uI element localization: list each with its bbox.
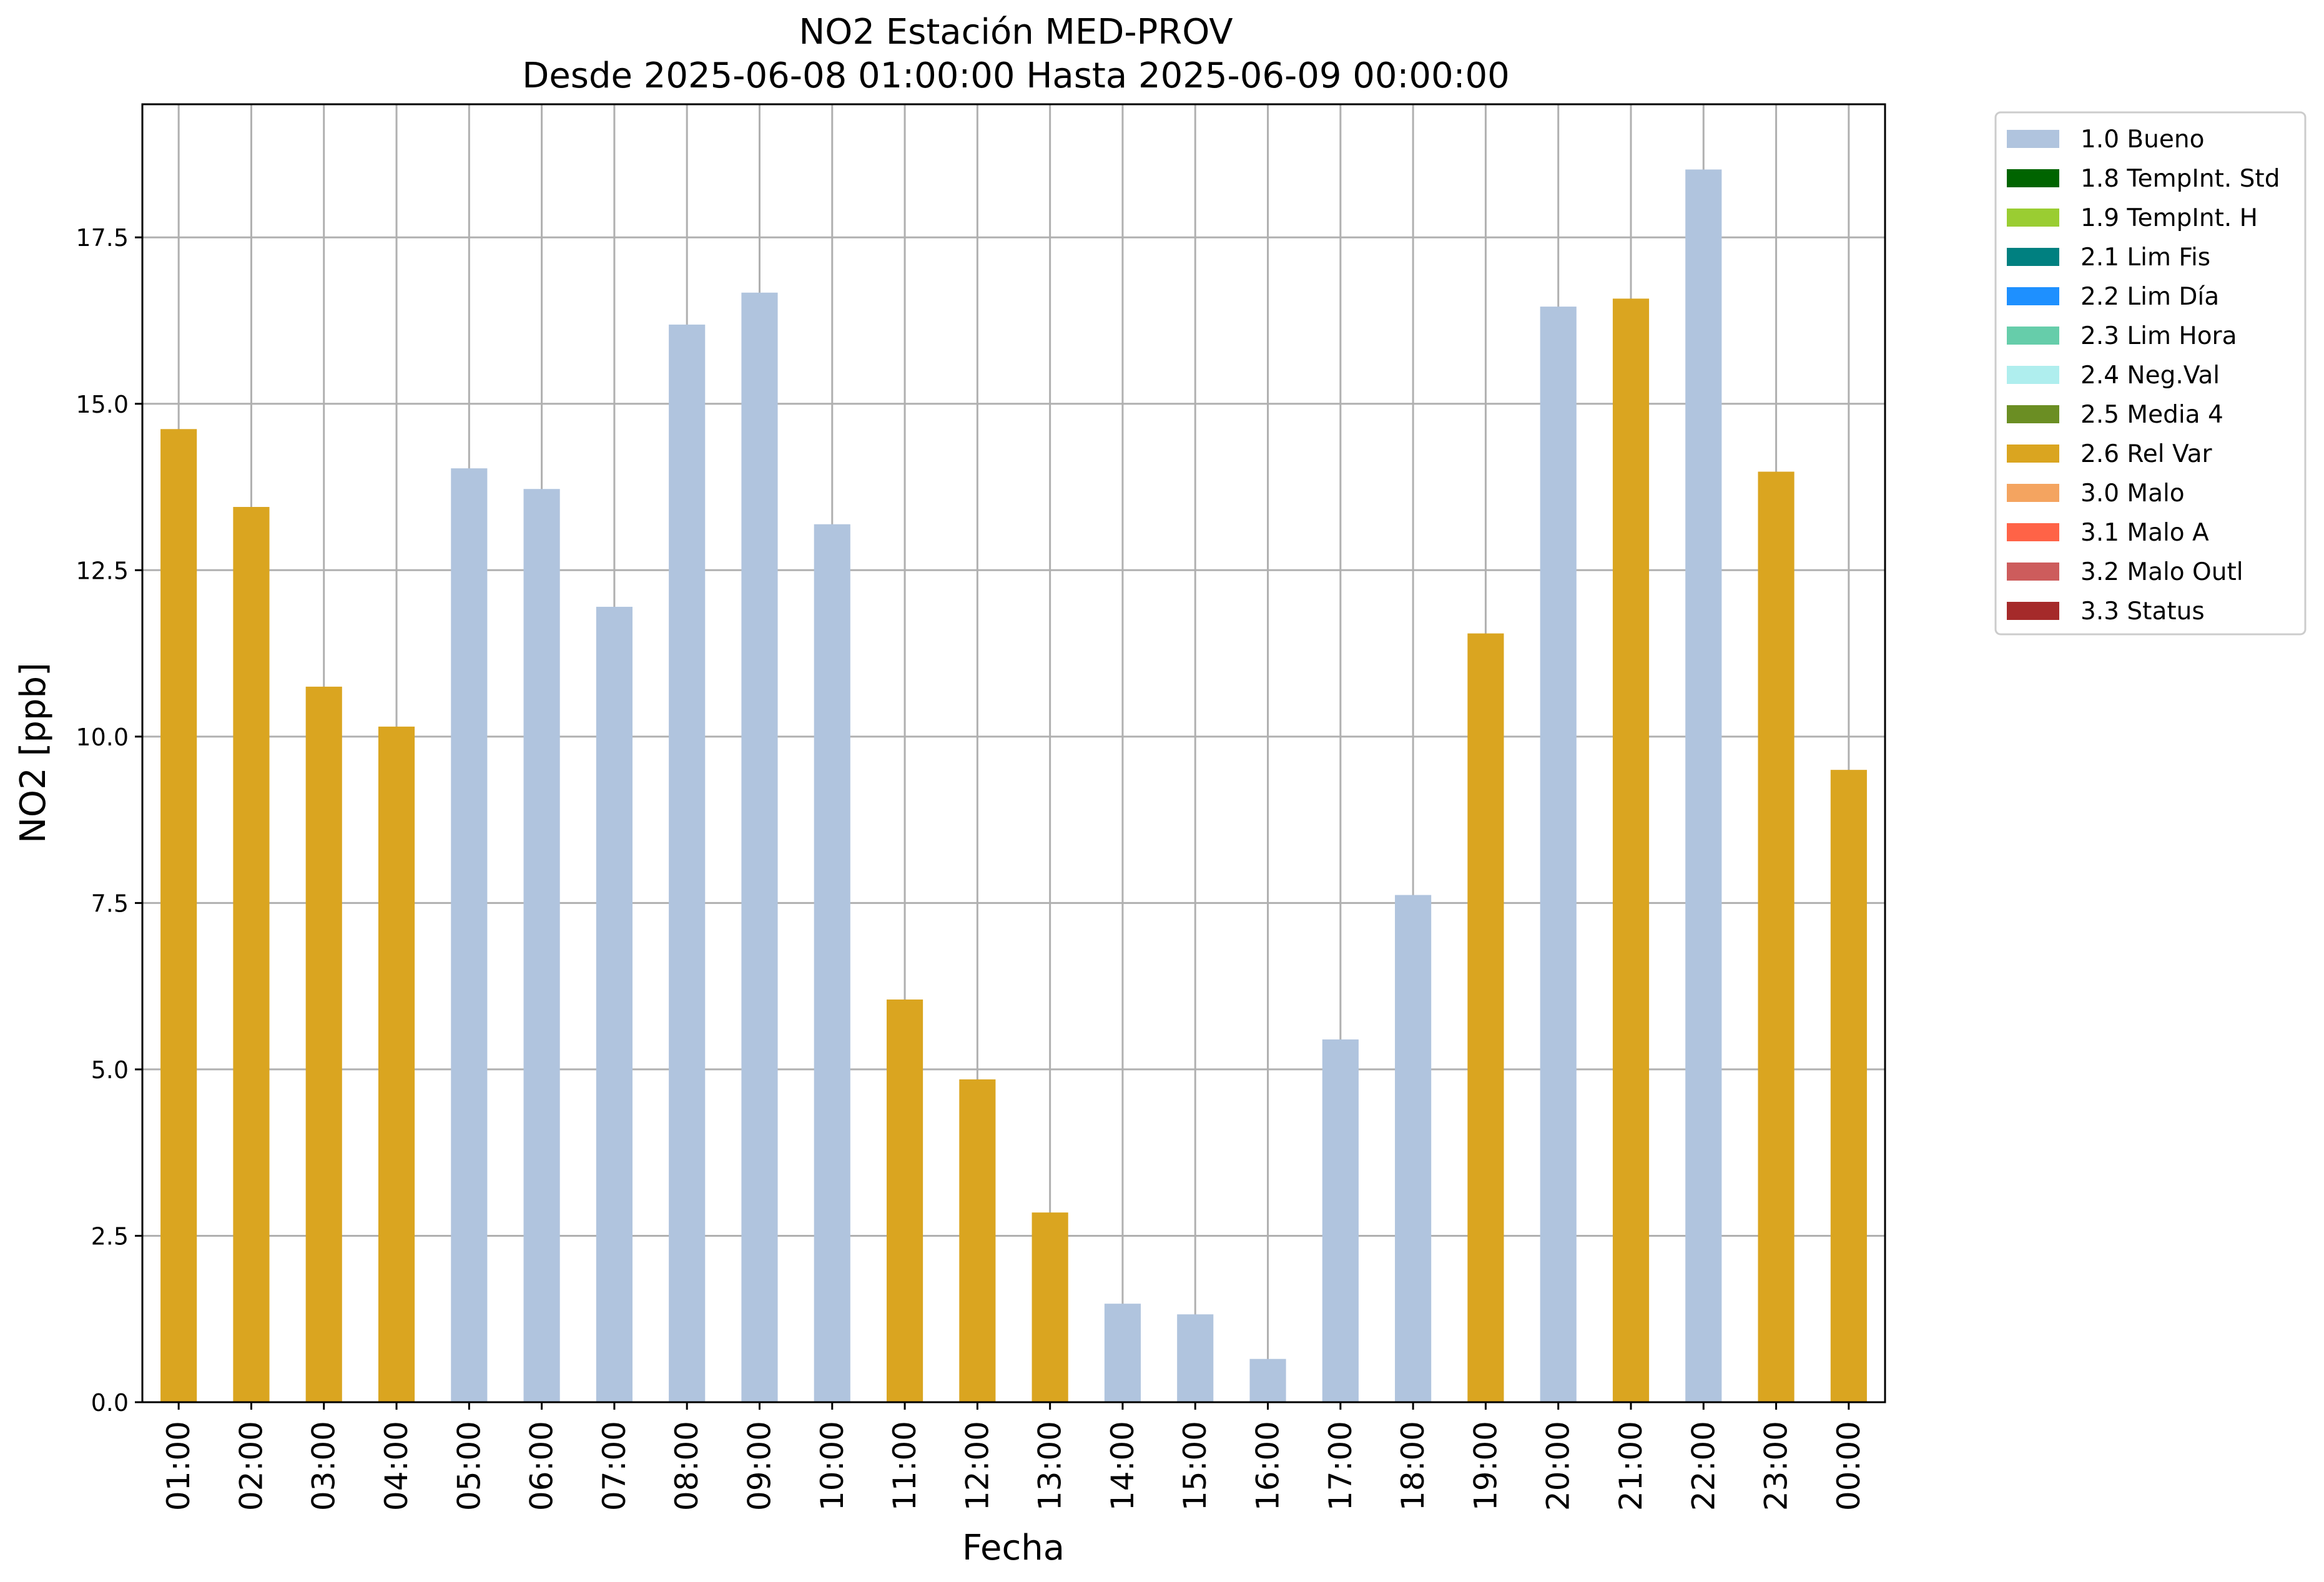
bar-1700: [1322, 1039, 1359, 1402]
legend-label: 2.6 Rel Var: [2080, 440, 2213, 468]
bar-0800: [669, 324, 706, 1402]
legend-label: 2.3 Lim Hora: [2080, 322, 2237, 350]
y-tick-label: 17.5: [76, 224, 129, 252]
x-tick-label: 09:00: [741, 1421, 777, 1511]
legend-label: 3.3 Status: [2080, 597, 2205, 626]
bar-0000: [1830, 770, 1867, 1402]
bar-0400: [378, 726, 415, 1402]
bar-1600: [1249, 1358, 1286, 1402]
x-tick-label: 23:00: [1758, 1421, 1795, 1511]
legend-swatch: [2007, 484, 2059, 502]
x-tick-label: 05:00: [451, 1421, 487, 1511]
x-tick-label: 07:00: [596, 1421, 633, 1511]
y-axis: 0.0 2.5 5.0 7.5 10.0 12.5 15.0 17.5: [76, 224, 142, 1417]
bar-0500: [451, 468, 488, 1402]
x-tick-label: 06:00: [524, 1421, 560, 1511]
y-axis-label: NO2 [ppb]: [13, 662, 54, 843]
x-axis: 01:00 02:00 03:00 04:00 05:00 06:00 07:00 08:00…: [160, 1402, 1867, 1511]
bar-0900: [741, 292, 778, 1402]
bar-1400: [1104, 1304, 1141, 1402]
bar-1200: [959, 1079, 996, 1402]
legend-label: 2.1 Lim Fis: [2080, 243, 2210, 272]
bar-0700: [596, 606, 633, 1402]
bar-1000: [814, 524, 850, 1402]
bar-2100: [1612, 298, 1650, 1403]
legend-label: 3.1 Malo A: [2080, 519, 2209, 547]
x-tick-label: 21:00: [1613, 1421, 1649, 1511]
legend-swatch: [2007, 366, 2059, 384]
legend-swatch: [2007, 563, 2059, 581]
bar-1900: [1467, 633, 1504, 1402]
legend-swatch: [2007, 445, 2059, 463]
x-tick-label: 01:00: [160, 1421, 197, 1511]
legend-swatch: [2007, 209, 2059, 227]
bar-0100: [160, 429, 197, 1402]
chart-title: NO2 Estación MED-PROV: [799, 12, 1233, 52]
bar-1300: [1032, 1212, 1068, 1402]
bar-1800: [1395, 895, 1432, 1402]
legend-swatch: [2007, 169, 2059, 187]
x-tick-label: 10:00: [814, 1421, 850, 1511]
x-tick-label: 18:00: [1395, 1421, 1431, 1511]
legend-label: 1.9 TempInt. H: [2080, 204, 2258, 232]
x-tick-label: 22:00: [1685, 1421, 1721, 1511]
bars: [160, 169, 1867, 1403]
legend-label: 2.5 Media 4: [2080, 401, 2223, 429]
x-tick-label: 15:00: [1177, 1421, 1213, 1511]
bar-1100: [886, 999, 923, 1402]
x-tick-label: 08:00: [669, 1421, 705, 1511]
chart-subtitle: Desde 2025-06-08 01:00:00 Hasta 2025-06-…: [522, 56, 1510, 96]
bar-0300: [305, 686, 342, 1402]
legend: 1.0 Bueno 1.8 TempInt. Std 1.9 TempInt. H 2…: [1994, 111, 2307, 636]
x-tick-label: 20:00: [1540, 1421, 1577, 1511]
bar-0600: [523, 489, 560, 1402]
plot-frame: [141, 103, 1886, 1403]
bar-2000: [1540, 307, 1577, 1402]
x-tick-label: 11:00: [887, 1421, 923, 1511]
y-tick-label: 0.0: [91, 1389, 129, 1417]
bar-2300: [1758, 471, 1795, 1403]
legend-label: 3.0 Malo: [2080, 479, 2185, 508]
legend-swatch: [2007, 130, 2059, 148]
x-tick-label: 12:00: [959, 1421, 995, 1511]
x-tick-label: 19:00: [1467, 1421, 1504, 1511]
bar-2200: [1685, 169, 1722, 1403]
legend-label: 2.2 Lim Día: [2080, 283, 2219, 311]
y-tick-label: 12.5: [76, 557, 129, 584]
y-tick-label: 5.0: [91, 1056, 129, 1084]
legend-label: 3.2 Malo Outl: [2080, 558, 2243, 586]
x-tick-label: 00:00: [1831, 1421, 1867, 1511]
y-tick-label: 7.5: [91, 890, 129, 917]
legend-label: 1.8 TempInt. Std: [2080, 165, 2280, 193]
x-tick-label: 04:00: [378, 1421, 415, 1511]
y-tick-label: 10.0: [76, 724, 129, 751]
legend-swatch: [2007, 287, 2059, 305]
x-tick-label: 14:00: [1105, 1421, 1141, 1511]
legend-swatch: [2007, 405, 2059, 423]
legend-swatch: [2007, 523, 2059, 541]
legend-swatch: [2007, 602, 2059, 620]
legend-swatch: [2007, 248, 2059, 266]
legend-label: 2.4 Neg.Val: [2080, 361, 2220, 390]
legend-swatch: [2007, 327, 2059, 345]
x-tick-label: 16:00: [1250, 1421, 1286, 1511]
bar-0200: [233, 507, 270, 1402]
x-tick-label: 13:00: [1032, 1421, 1068, 1511]
y-tick-label: 2.5: [91, 1222, 129, 1250]
x-tick-label: 03:00: [306, 1421, 342, 1511]
y-tick-label: 15.0: [76, 391, 129, 418]
legend-label: 1.0 Bueno: [2080, 125, 2204, 154]
x-axis-label: Fecha: [962, 1528, 1065, 1568]
x-tick-label: 02:00: [233, 1421, 269, 1511]
legend-frame: [1994, 111, 2307, 636]
x-tick-label: 17:00: [1322, 1421, 1359, 1511]
bar-1500: [1177, 1314, 1214, 1402]
